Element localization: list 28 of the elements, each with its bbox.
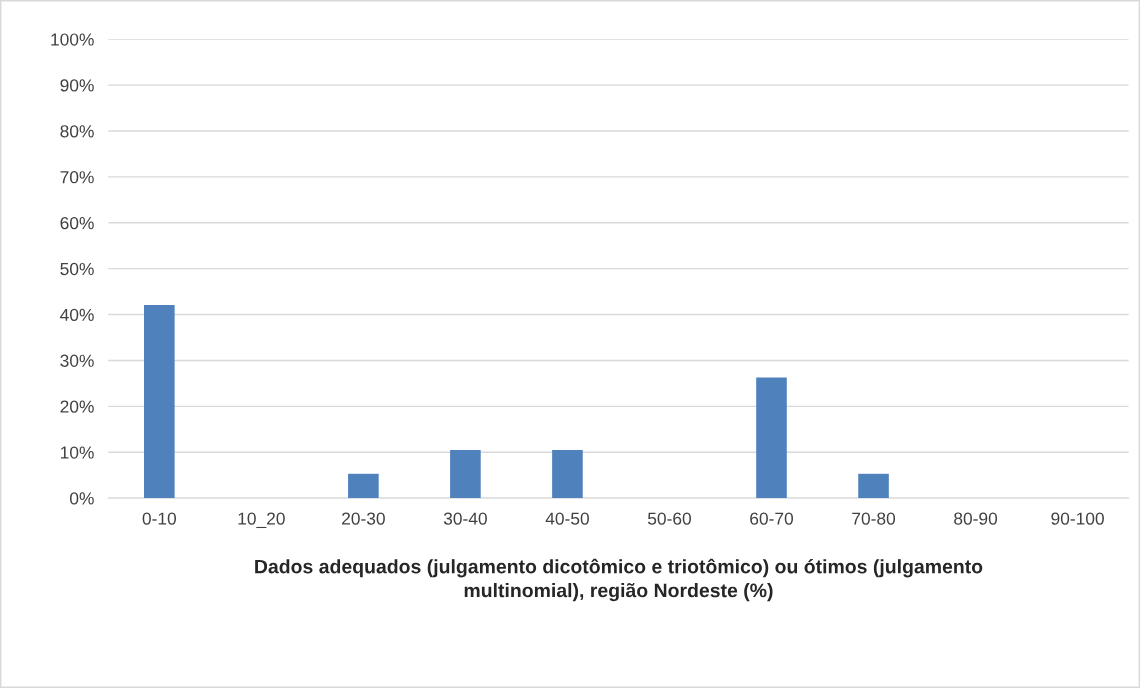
- bar: [348, 473, 379, 499]
- x-tick-label: 70-80: [852, 512, 896, 525]
- x-tick-label: 90-100: [1051, 512, 1104, 525]
- y-tick-label: 40%: [60, 308, 94, 322]
- y-tick-label: 10%: [60, 446, 94, 459]
- y-tick-label: 30%: [60, 354, 94, 367]
- bar: [144, 304, 175, 499]
- y-tick-label: 70%: [60, 171, 94, 184]
- y-tick-label: 50%: [60, 262, 94, 276]
- x-tick-label: 50-60: [647, 512, 691, 525]
- y-tick-label: 90%: [60, 79, 94, 92]
- x-tick-label: 30-40: [443, 512, 487, 525]
- y-tick-label: 80%: [60, 125, 94, 138]
- bar: [450, 449, 481, 499]
- y-tick-label: 100%: [51, 33, 94, 46]
- bar: [858, 473, 889, 499]
- y-tick-label: 20%: [60, 400, 94, 413]
- x-tick-label: 80-90: [954, 512, 998, 525]
- y-tick-label: 0%: [70, 492, 94, 505]
- x-tick-label: 20-30: [342, 512, 385, 525]
- x-axis-title: Dados adequados (julgamento dicotômico e triotômico) ou ótimos (julgamento multinomial), região Nordeste (%): [255, 558, 983, 602]
- x-tick-label: 10_20: [238, 512, 285, 529]
- y-tick-label: 60%: [60, 216, 94, 230]
- bar: [756, 377, 787, 499]
- x-tick-label: 60-70: [750, 512, 794, 525]
- x-tick-label: 40-50: [545, 512, 589, 525]
- bar: [552, 449, 583, 499]
- x-tick-label: 0-10: [142, 512, 177, 525]
